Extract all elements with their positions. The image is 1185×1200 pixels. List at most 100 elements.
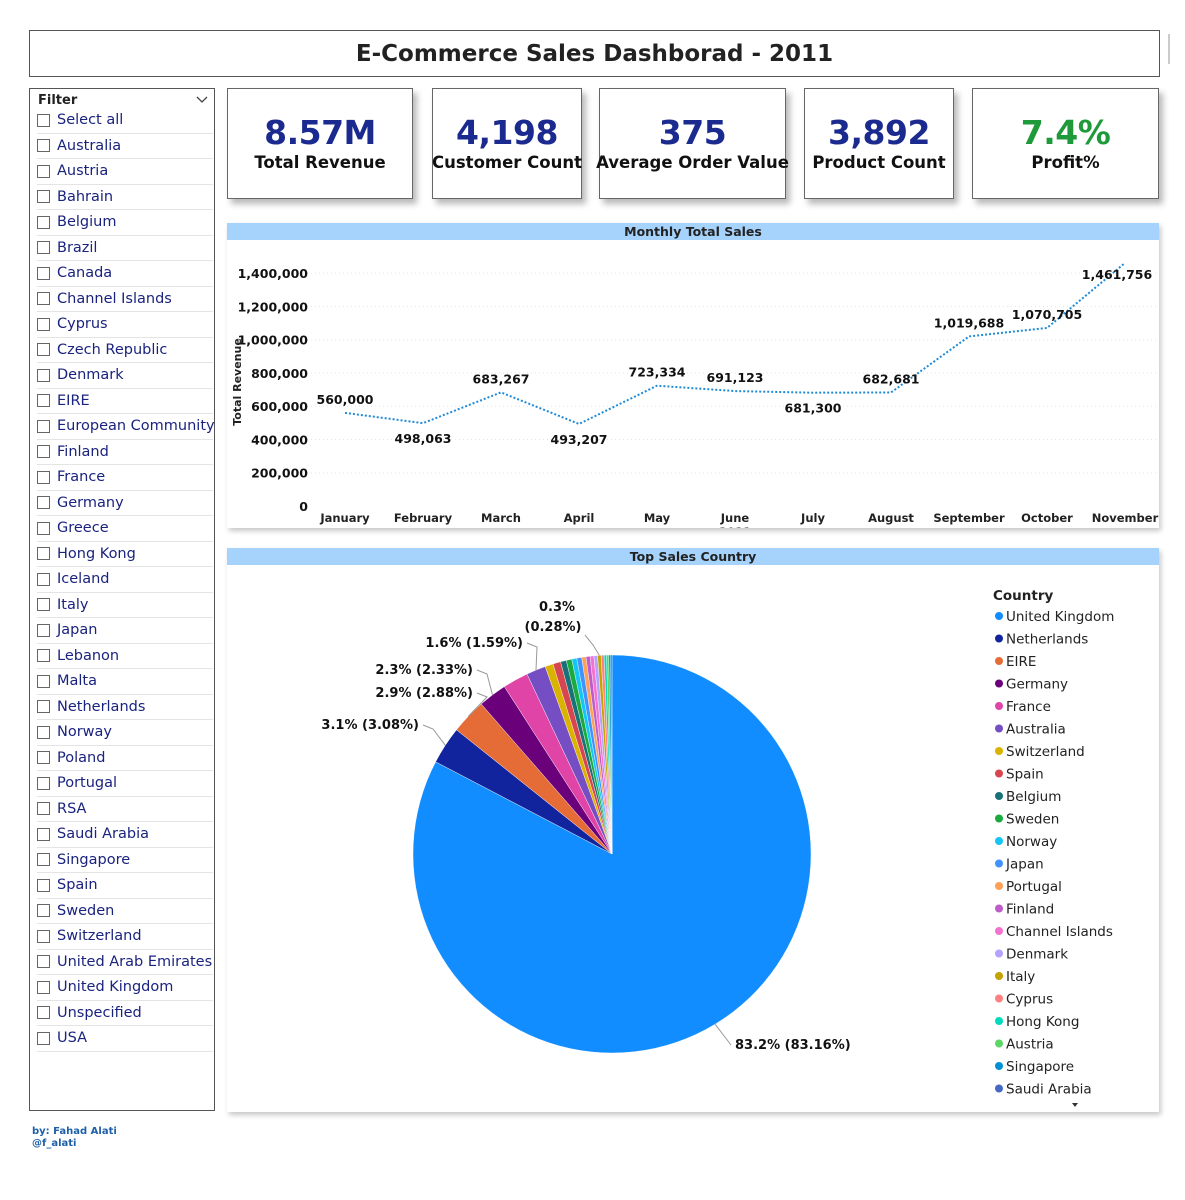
x-tick-label: January xyxy=(319,511,370,525)
checkbox[interactable] xyxy=(37,649,50,663)
legend-marker xyxy=(995,1062,1003,1070)
filter-item[interactable]: Iceland xyxy=(37,567,213,593)
filter-item[interactable]: Netherlands xyxy=(37,695,213,720)
filter-item-label: Italy xyxy=(57,596,89,613)
filter-item[interactable]: Finland xyxy=(37,440,213,465)
filter-item[interactable]: Hong Kong xyxy=(37,542,213,567)
checkbox[interactable] xyxy=(37,904,50,918)
legend-item-label: Saudi Arabia xyxy=(1006,1082,1092,1098)
edge-divider xyxy=(1168,34,1170,64)
filter-item[interactable]: Saudi Arabia xyxy=(37,822,213,848)
filter-item[interactable]: Cyprus xyxy=(37,312,213,338)
checkbox[interactable] xyxy=(37,215,50,229)
filter-item-label: Canada xyxy=(57,265,113,282)
checkbox[interactable] xyxy=(37,725,50,739)
filter-item-label: Spain xyxy=(57,877,98,894)
checkbox[interactable] xyxy=(37,572,50,586)
filter-item[interactable]: United Arab Emirates xyxy=(37,950,213,975)
checkbox[interactable] xyxy=(37,241,50,255)
filter-item-label: Select all xyxy=(57,112,124,129)
filter-item[interactable]: Greece xyxy=(37,516,213,542)
y-tick-label: 400,000 xyxy=(251,432,308,447)
filter-item[interactable]: Austria xyxy=(37,159,213,185)
filter-item[interactable]: RSA xyxy=(37,797,213,822)
filter-item[interactable]: United Kingdom xyxy=(37,975,213,1001)
checkbox[interactable] xyxy=(37,980,50,994)
filter-item[interactable]: France xyxy=(37,465,213,491)
filter-item-label: Greece xyxy=(57,520,109,537)
filter-item[interactable]: USA xyxy=(37,1026,213,1052)
checkbox[interactable] xyxy=(37,598,50,612)
filter-item[interactable]: Australia xyxy=(37,134,213,159)
y-tick-label: 800,000 xyxy=(251,366,308,381)
checkbox[interactable] xyxy=(37,445,50,459)
checkbox[interactable] xyxy=(37,776,50,790)
filter-item[interactable]: Italy xyxy=(37,593,213,618)
filter-item[interactable]: Unspecified xyxy=(37,1001,213,1026)
checkbox[interactable] xyxy=(37,343,50,357)
checkbox[interactable] xyxy=(37,266,50,280)
filter-item[interactable]: Czech Republic xyxy=(37,338,213,363)
filter-item[interactable]: Germany xyxy=(37,491,213,516)
checkbox[interactable] xyxy=(37,317,50,331)
legend-more-icon[interactable] xyxy=(1072,1103,1078,1107)
legend-marker xyxy=(995,1039,1003,1048)
checkbox[interactable] xyxy=(37,878,50,892)
legend-item-label: Spain xyxy=(1006,767,1044,783)
filter-item[interactable]: Brazil xyxy=(37,236,213,261)
checkbox[interactable] xyxy=(37,394,50,408)
legend-marker xyxy=(995,882,1003,890)
filter-item[interactable]: Denmark xyxy=(37,363,213,389)
filter-item[interactable]: EIRE xyxy=(37,389,213,414)
checkbox[interactable] xyxy=(37,496,50,510)
filter-item[interactable]: Switzerland xyxy=(37,924,213,950)
checkbox[interactable] xyxy=(37,827,50,841)
filter-item[interactable]: Select all xyxy=(37,108,213,134)
checkbox[interactable] xyxy=(37,802,50,816)
filter-item[interactable]: Norway xyxy=(37,720,213,746)
checkbox[interactable] xyxy=(37,164,50,178)
filter-item[interactable]: Lebanon xyxy=(37,644,213,669)
country-filter-slicer[interactable]: Filter Select all Australia Austria Bahrain… xyxy=(29,88,215,1111)
legend-marker xyxy=(995,612,1003,620)
checkbox[interactable] xyxy=(37,521,50,535)
chevron-down-icon[interactable] xyxy=(196,96,208,104)
filter-item[interactable]: Spain xyxy=(37,873,213,899)
filter-item[interactable]: Portugal xyxy=(37,771,213,797)
filter-item[interactable]: Malta xyxy=(37,669,213,695)
filter-item[interactable]: Bahrain xyxy=(37,185,213,210)
filter-item[interactable]: Canada xyxy=(37,261,213,287)
checkbox[interactable] xyxy=(37,623,50,637)
checkbox[interactable] xyxy=(37,955,50,969)
filter-item[interactable]: Belgium xyxy=(37,210,213,236)
checkbox[interactable] xyxy=(37,751,50,765)
filter-item[interactable]: European Community xyxy=(37,414,215,440)
kpi-value: 4,198 xyxy=(456,113,558,152)
checkbox[interactable] xyxy=(37,853,50,867)
kpi-label: Total Revenue xyxy=(254,153,386,172)
filter-item[interactable]: Channel Islands xyxy=(37,287,213,312)
checkbox[interactable] xyxy=(37,139,50,153)
checkbox[interactable] xyxy=(37,368,50,382)
monthly-sales-panel: Monthly Total Sales Total Revenue 0 200,00… xyxy=(227,223,1159,528)
checkbox[interactable] xyxy=(37,1031,50,1045)
checkbox[interactable] xyxy=(37,547,50,561)
kpi-label: Customer Count xyxy=(432,153,582,172)
filter-header[interactable]: Filter xyxy=(30,89,214,108)
legend-item-label: Norway xyxy=(1006,834,1057,850)
filter-item[interactable]: Singapore xyxy=(37,848,213,873)
filter-item[interactable]: Poland xyxy=(37,746,213,771)
checkbox[interactable] xyxy=(37,113,50,127)
checkbox[interactable] xyxy=(37,419,50,433)
kpi-value: 8.57M xyxy=(264,113,376,152)
checkbox[interactable] xyxy=(37,929,50,943)
checkbox[interactable] xyxy=(37,700,50,714)
checkbox[interactable] xyxy=(37,470,50,484)
filter-item[interactable]: Sweden xyxy=(37,899,213,924)
checkbox[interactable] xyxy=(37,292,50,306)
checkbox[interactable] xyxy=(37,1006,50,1020)
filter-item[interactable]: Japan xyxy=(37,618,213,644)
checkbox[interactable] xyxy=(37,674,50,688)
checkbox[interactable] xyxy=(37,190,50,204)
legend-item-label: Denmark xyxy=(1006,947,1068,963)
